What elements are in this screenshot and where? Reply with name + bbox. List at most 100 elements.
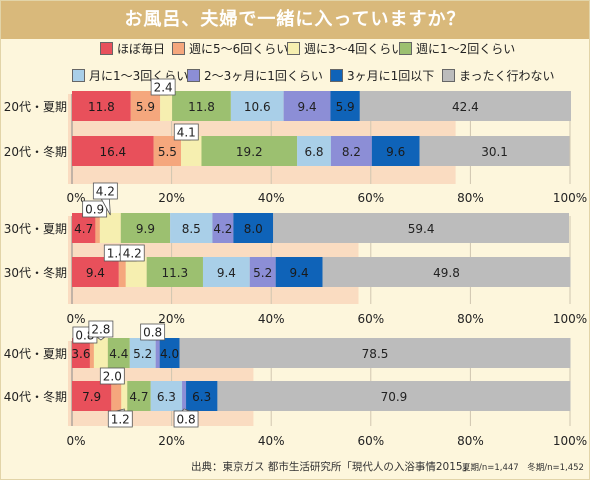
- legend-swatch: [442, 69, 455, 82]
- data-label: 30.1: [481, 145, 508, 159]
- bar-segment: [153, 136, 182, 166]
- bar-segment: [72, 257, 119, 287]
- callout-box: [140, 323, 166, 341]
- bar-segment: [249, 257, 276, 287]
- bar-segment: [107, 338, 130, 368]
- bar-segment: [359, 91, 571, 121]
- bar-segment: [275, 257, 323, 287]
- data-label: 42.4: [452, 100, 479, 114]
- data-label: 4.7: [129, 390, 148, 404]
- x-tick-label: 100%: [553, 434, 587, 448]
- row-label: 30代・冬期: [4, 265, 67, 280]
- legend-label: 週に3～4回くらい: [304, 42, 404, 56]
- legend-label: 3ヶ月に1回以下: [347, 69, 435, 83]
- bar-segment: [330, 136, 372, 166]
- callout-label: 2.8: [91, 323, 110, 337]
- data-label: 5.9: [136, 100, 155, 114]
- row-label: 20代・冬期: [4, 144, 67, 159]
- bar-segment: [330, 91, 360, 121]
- callout-box: [107, 410, 133, 428]
- bar-segment: [155, 338, 160, 368]
- bar-segment: [120, 213, 171, 243]
- x-tick-label: 100%: [553, 191, 587, 205]
- callout-label: 0.9: [85, 203, 104, 217]
- bar-segment: [72, 213, 96, 243]
- data-label: 49.8: [433, 266, 460, 280]
- callout-label: 4.1: [177, 126, 196, 140]
- bar-segment: [170, 213, 213, 243]
- bar-segment: [72, 381, 112, 411]
- data-label: 3.6: [71, 347, 90, 361]
- data-label: 11.8: [188, 100, 215, 114]
- bar-segment: [72, 338, 90, 368]
- legend-swatch: [72, 69, 85, 82]
- callout-label: 1.2: [111, 413, 130, 427]
- callout-box: [119, 244, 145, 262]
- legend-swatch: [287, 42, 300, 55]
- legend-item: 週に3～4回くらい: [287, 40, 403, 57]
- callout-label: 2.0: [103, 370, 122, 384]
- chart-title: お風呂、夫婦で一緒に入っていますか？: [124, 9, 466, 30]
- bar-segment: [95, 213, 100, 243]
- data-label: 9.4: [290, 266, 309, 280]
- callout-box: [173, 123, 199, 141]
- bar-segment: [181, 136, 202, 166]
- data-label: 9.4: [298, 100, 317, 114]
- bar-segment: [159, 338, 180, 368]
- x-tick-label: 20%: [158, 312, 185, 326]
- bar-segment: [179, 338, 571, 368]
- bar-segment: [371, 136, 420, 166]
- bar-segment: [322, 257, 571, 287]
- bar-segment: [121, 381, 128, 411]
- bar-segment: [89, 338, 94, 368]
- bar-segment: [202, 257, 250, 287]
- x-tick-label: 0%: [66, 312, 85, 326]
- legend-swatch: [187, 69, 200, 82]
- data-label: 8.2: [342, 145, 361, 159]
- callout-label: 0.8: [177, 413, 196, 427]
- legend-label: まったく行わない: [459, 69, 555, 83]
- bar-segment: [172, 91, 231, 121]
- bar-segment: [182, 381, 187, 411]
- bar-segment: [297, 136, 331, 166]
- legend-swatch: [100, 42, 113, 55]
- legend-swatch: [399, 42, 412, 55]
- bar-segment: [273, 213, 570, 243]
- source-note: 出典：東京ガス 都市生活研究所「現代人の入浴事情2015」: [191, 461, 474, 473]
- data-label: 4.7: [74, 222, 93, 236]
- bar-segment: [201, 136, 298, 166]
- data-label: 78.5: [362, 347, 389, 361]
- bar-segment: [217, 381, 571, 411]
- bar-segment: [130, 91, 161, 121]
- data-label: 5.2: [133, 347, 152, 361]
- legend-item: 週に5～6回くらい: [172, 40, 288, 57]
- callout-box: [88, 320, 114, 338]
- callout-box: [92, 182, 118, 200]
- data-label: 4.2: [213, 222, 232, 236]
- data-label: 8.0: [244, 222, 263, 236]
- bar-segment: [419, 136, 570, 166]
- callout-box: [99, 367, 125, 385]
- bar-segment: [125, 257, 147, 287]
- data-label: 5.2: [253, 266, 272, 280]
- x-tick-label: 40%: [258, 312, 285, 326]
- bar-segment: [99, 213, 121, 243]
- data-label: 5.9: [336, 100, 355, 114]
- legend-item: まったく行わない: [442, 67, 555, 84]
- legend-label: 2～3ヶ月に1回くらい: [204, 69, 323, 83]
- data-label: 70.9: [381, 390, 408, 404]
- bar-segment: [118, 257, 126, 287]
- row-label: 30代・夏期: [4, 222, 67, 236]
- bar-segment: [93, 338, 108, 368]
- bar-segment: [160, 91, 173, 121]
- row-label: 20代・夏期: [4, 100, 67, 114]
- data-label: 11.8: [88, 100, 115, 114]
- x-tick-label: 80%: [457, 191, 484, 205]
- callout-label: 4.2: [96, 185, 115, 199]
- legend: ほぼ毎日 週に5～6回くらい 週に3～4回くらい 週に1～2回くらい 月に1～3回くらい…: [1, 1, 589, 91]
- bar-segment: [72, 91, 131, 121]
- legend-item: 2～3ヶ月に1回くらい: [187, 67, 323, 84]
- callout-label: 2.4: [154, 81, 173, 95]
- data-label: 5.5: [158, 145, 177, 159]
- bar-segment: [72, 136, 154, 166]
